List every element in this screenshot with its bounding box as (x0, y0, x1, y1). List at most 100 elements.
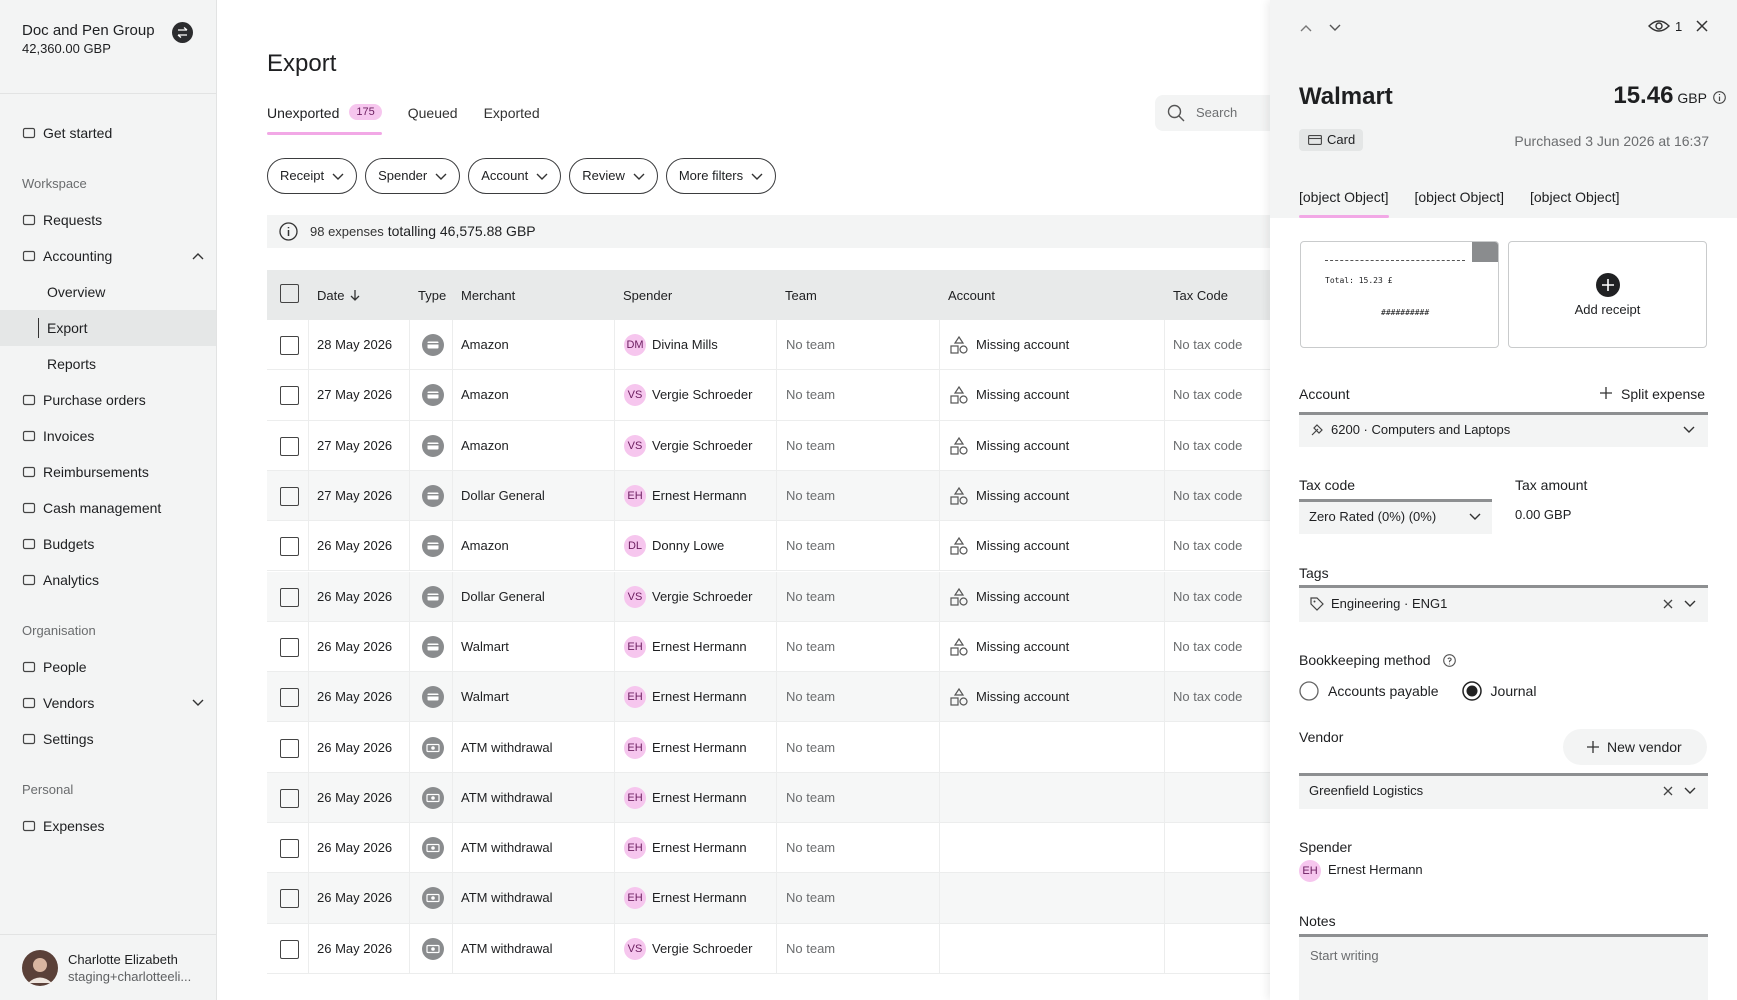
table-row[interactable] (267, 722, 1270, 773)
table-row[interactable] (267, 873, 1270, 924)
icon-shape (1461, 681, 1482, 701)
checkbox[interactable] (280, 436, 299, 456)
checkbox[interactable] (280, 788, 299, 808)
search-icon (1167, 104, 1185, 122)
table-row[interactable] (267, 923, 1270, 974)
table-row[interactable] (267, 420, 1270, 471)
column-divider (452, 722, 453, 772)
detail-tab[interactable]: [object Object] (1530, 189, 1620, 205)
detail-tab[interactable]: [object Object] (1414, 189, 1505, 205)
field[interactable] (1299, 499, 1492, 534)
merchant: ATM withdrawal (461, 739, 553, 755)
close-button[interactable] (1696, 20, 1708, 32)
nav-item[interactable]: Cash management (43, 500, 162, 516)
filter-button[interactable]: Receipt (267, 158, 358, 194)
column-divider (452, 370, 453, 420)
table-row[interactable] (267, 470, 1270, 522)
nav-item[interactable]: Expenses (43, 818, 105, 834)
icon-shape (1299, 681, 1319, 701)
column-divider (409, 873, 410, 923)
checkbox[interactable] (280, 537, 299, 557)
checkbox[interactable] (280, 637, 299, 657)
radio[interactable] (1461, 681, 1482, 701)
filter-button[interactable]: Account (468, 158, 562, 194)
checkbox[interactable] (280, 688, 299, 708)
missing-account-icon (950, 688, 968, 706)
table-row[interactable] (267, 772, 1270, 823)
column-header[interactable]: Date (317, 288, 345, 303)
nav-subitem[interactable]: Reports (47, 356, 97, 372)
chevron-down (435, 173, 447, 180)
tab[interactable]: Queued (407, 105, 458, 121)
table-row[interactable] (267, 320, 1270, 371)
new-vendor-button[interactable]: New vendor (1563, 729, 1707, 765)
nav-item[interactable]: Analytics (43, 572, 100, 588)
checkbox[interactable] (280, 738, 299, 758)
nav-item[interactable]: Accounting (43, 248, 113, 264)
checkbox[interactable] (280, 889, 299, 909)
nav-item[interactable]: Settings (43, 731, 94, 747)
field[interactable] (1299, 412, 1708, 447)
filter-button[interactable]: Spender (365, 158, 461, 194)
checkbox[interactable] (280, 284, 299, 303)
checkbox[interactable] (280, 336, 299, 356)
tab-underline (267, 132, 382, 135)
nav-item[interactable]: Purchase orders (43, 392, 146, 408)
nav-item[interactable]: Requests (43, 212, 103, 228)
table-row[interactable] (267, 521, 1270, 572)
filter-button[interactable]: More filters (665, 158, 777, 194)
icon-shape (426, 944, 440, 953)
spender: Divina Mills (652, 337, 718, 353)
account-icon (1311, 424, 1323, 436)
field-label: Bookkeeping method (1299, 652, 1431, 668)
checkbox[interactable] (280, 386, 299, 406)
column-divider (614, 672, 615, 722)
detail-tab[interactable]: [object Object] (1299, 189, 1389, 205)
receipt-preview[interactable]: Total: 15.23 £ ########## (1300, 241, 1499, 348)
nav-item[interactable]: Vendors (43, 695, 95, 711)
nav-subitem[interactable]: Overview (47, 284, 106, 300)
split-expense-button[interactable]: Split expense (1621, 386, 1706, 402)
tab[interactable]: Exported (483, 105, 540, 121)
filter-button[interactable]: Review (569, 158, 658, 194)
clear-button[interactable] (1663, 599, 1673, 609)
nav-item[interactable]: Budgets (43, 536, 95, 552)
table-row[interactable] (267, 370, 1270, 421)
checkbox[interactable] (280, 587, 299, 607)
table-row[interactable] (267, 621, 1270, 673)
table-row[interactable] (267, 571, 1270, 622)
cash-icon (422, 837, 444, 860)
checkbox[interactable] (280, 487, 299, 507)
notes-input[interactable]: Start writing (1299, 934, 1708, 1000)
column-header: Spender (623, 288, 673, 303)
icon-shape (1311, 424, 1323, 436)
avatar: EH (624, 786, 646, 809)
radio[interactable] (1299, 681, 1319, 701)
checkbox[interactable] (280, 839, 299, 859)
tab[interactable]: Unexported (267, 105, 340, 121)
clear-button[interactable] (1663, 786, 1673, 796)
info-icon (279, 222, 298, 241)
viewers-icon (1648, 20, 1670, 32)
radio-label[interactable]: Journal (1490, 683, 1537, 699)
nav-item[interactable]: Reimbursements (43, 464, 149, 480)
switch-org-button[interactable] (172, 22, 193, 43)
nav-item[interactable]: People (43, 659, 87, 675)
nav-item[interactable]: Invoices (43, 428, 95, 444)
column-divider (308, 672, 309, 722)
column-divider (308, 621, 309, 672)
column-divider (308, 420, 309, 470)
table-row[interactable] (267, 823, 1270, 874)
field[interactable] (1299, 585, 1708, 622)
field[interactable] (1299, 773, 1708, 809)
nav-subitem[interactable]: Export (47, 320, 88, 336)
table-row[interactable] (267, 672, 1270, 723)
add-receipt-button[interactable]: Add receipt (1508, 241, 1707, 348)
spender: Ernest Hermann (652, 739, 747, 755)
receipt-menu-button[interactable] (1472, 242, 1498, 262)
radio-label[interactable]: Accounts payable (1328, 683, 1439, 699)
nav-item[interactable]: Get started (43, 125, 113, 141)
search-box[interactable] (1155, 95, 1270, 131)
checkbox[interactable] (280, 939, 299, 959)
icon-shape (1602, 279, 1614, 291)
